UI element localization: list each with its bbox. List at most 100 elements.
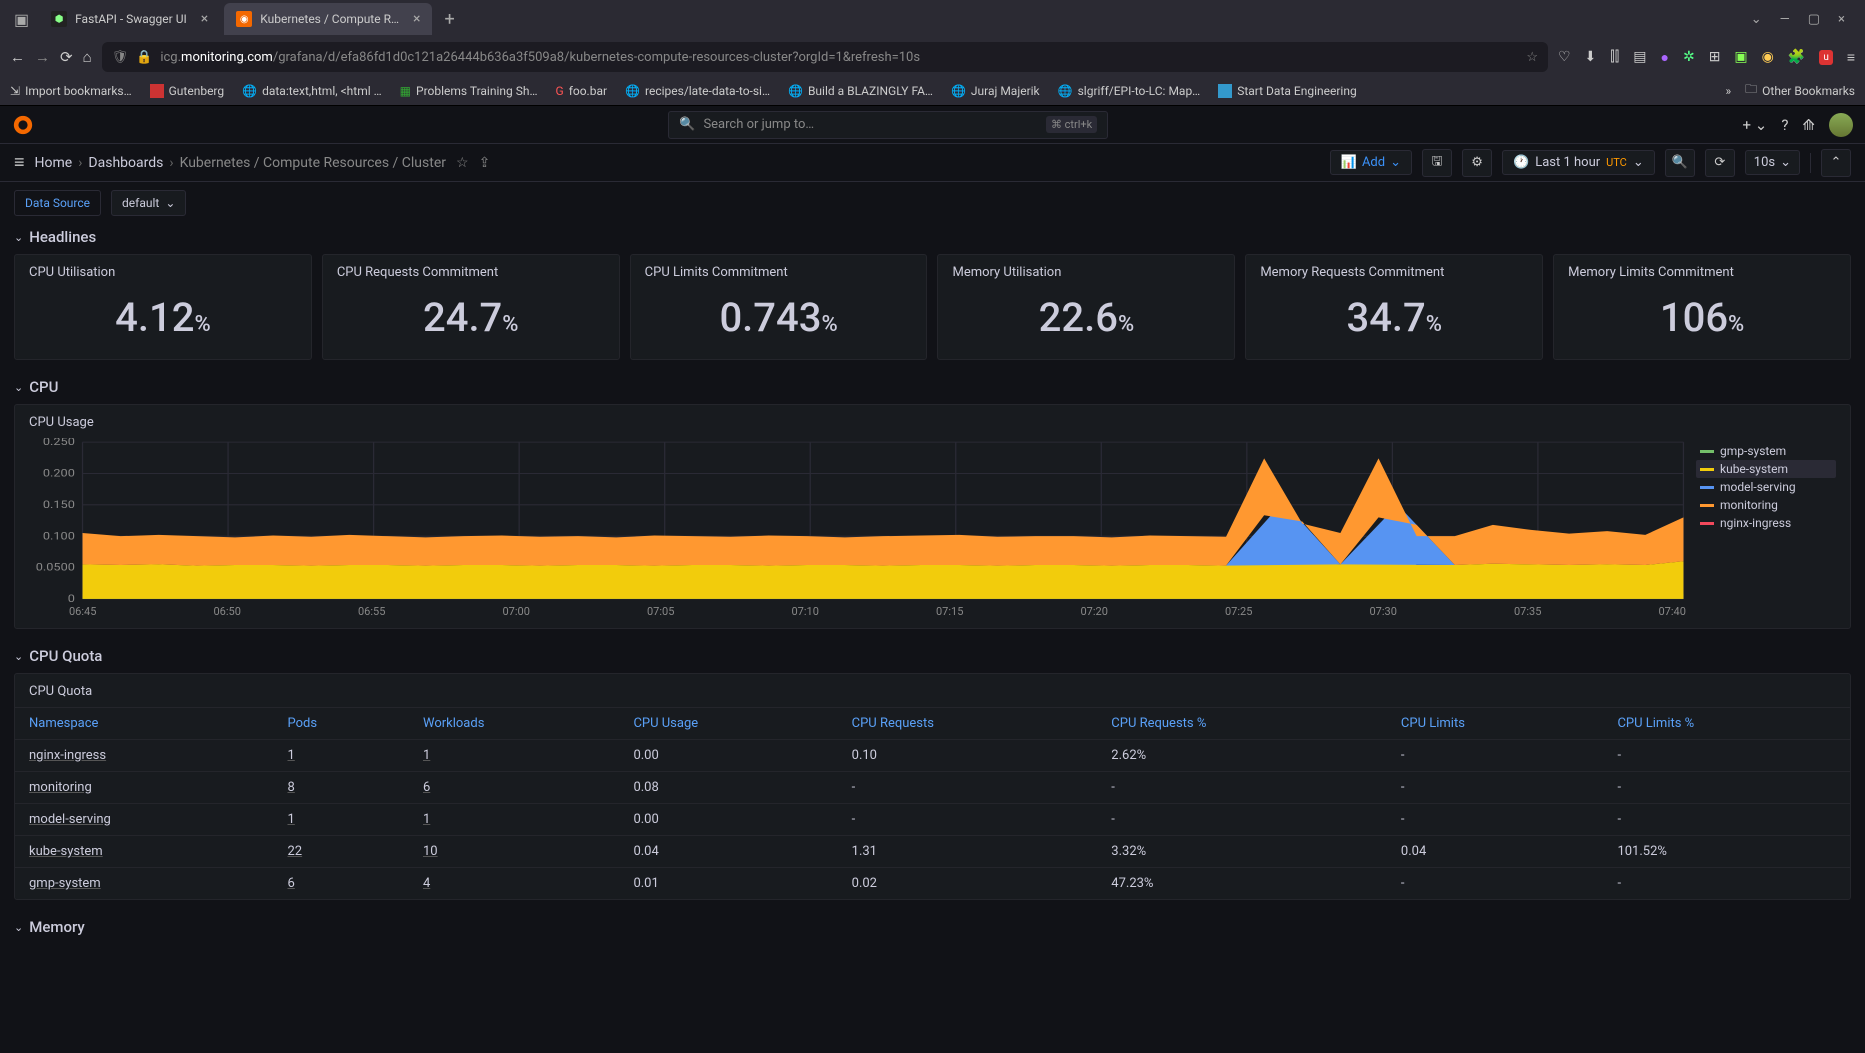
table-header[interactable]: CPU Limits % — [1603, 708, 1850, 740]
section-cpu-quota[interactable]: ⌄ CPU Quota — [0, 643, 1865, 673]
time-picker[interactable]: 🕐 Last 1 hour UTC ⌄ — [1502, 150, 1655, 175]
bookmark-blazing[interactable]: 🌐Build a BLAZINGLY FA… — [788, 84, 933, 98]
section-headlines[interactable]: ⌄ Headlines — [0, 224, 1865, 254]
home-icon[interactable]: ⌂ — [83, 48, 92, 66]
namespace-link[interactable]: nginx-ingress — [29, 748, 106, 763]
pocket-icon[interactable]: ♡ — [1558, 49, 1571, 65]
section-memory[interactable]: ⌄ Memory — [0, 914, 1865, 944]
legend-item[interactable]: monitoring — [1696, 496, 1836, 514]
table-header[interactable]: CPU Usage — [619, 708, 837, 740]
chart-plot[interactable]: 0.2500.2000.1500.1000.05000 06:4506:5006… — [29, 438, 1686, 618]
settings-button[interactable]: ⚙ — [1462, 149, 1492, 177]
downloads-icon[interactable]: ⬇ — [1585, 49, 1597, 65]
grafana-logo-icon[interactable] — [12, 114, 34, 136]
tabs-dropdown-icon[interactable]: ⌄ — [1751, 12, 1762, 27]
count-link[interactable]: 6 — [288, 876, 295, 891]
share-icon[interactable]: ⇪ — [479, 155, 491, 171]
bookmark-overflow-icon[interactable]: » — [1726, 84, 1732, 98]
table-header[interactable]: CPU Requests — [838, 708, 1098, 740]
reader-icon[interactable]: ▤ — [1633, 49, 1646, 65]
count-link[interactable]: 1 — [288, 748, 295, 763]
legend-item[interactable]: nginx-ingress — [1696, 514, 1836, 532]
ext5-icon[interactable]: ◉ — [1762, 49, 1774, 65]
shield-icon[interactable]: 🛡 — [112, 50, 129, 65]
namespace-link[interactable]: gmp-system — [29, 876, 101, 891]
minimize-icon[interactable]: — — [1780, 12, 1790, 27]
extensions-icon[interactable]: 🧩 — [1788, 49, 1805, 65]
help-icon[interactable]: ? — [1781, 116, 1788, 134]
close-window-icon[interactable]: × — [1838, 12, 1845, 27]
namespace-link[interactable]: kube-system — [29, 844, 103, 859]
tab-fastapi[interactable]: ⬢ FastAPI - Swagger UI × — [39, 3, 220, 35]
save-button[interactable]: 🖫 — [1422, 149, 1452, 177]
legend-item[interactable]: model-serving — [1696, 478, 1836, 496]
library-icon[interactable]: ⫿⫿ — [1610, 49, 1619, 65]
new-tab-button[interactable]: + — [436, 9, 462, 30]
reload-icon[interactable]: ⟳ — [60, 48, 73, 66]
sidemenu-toggle-icon[interactable]: ≡ — [14, 152, 25, 173]
close-icon[interactable]: × — [201, 11, 208, 27]
count-link[interactable]: 22 — [288, 844, 303, 859]
ext2-icon[interactable]: ✲ — [1683, 49, 1695, 65]
grafana-search[interactable]: 🔍 Search or jump to… ⌘ ctrl+k — [668, 111, 1108, 139]
other-bookmarks[interactable]: 🗀Other Bookmarks — [1745, 80, 1855, 101]
count-link[interactable]: 1 — [288, 812, 295, 827]
section-cpu[interactable]: ⌄ CPU — [0, 374, 1865, 404]
ext4-icon[interactable]: ▣ — [1734, 49, 1747, 65]
maximize-icon[interactable]: ▢ — [1808, 12, 1820, 27]
stat-panel[interactable]: Memory Requests Commitment 34.7% — [1245, 254, 1543, 360]
tab-kubernetes[interactable]: ◉ Kubernetes / Compute R… × — [224, 3, 432, 35]
ext6-icon[interactable]: u — [1819, 50, 1833, 65]
table-header[interactable]: Workloads — [409, 708, 619, 740]
count-link[interactable]: 8 — [288, 780, 295, 795]
stat-panel[interactable]: CPU Limits Commitment 0.743% — [630, 254, 928, 360]
close-icon[interactable]: × — [413, 11, 420, 27]
legend-item[interactable]: kube-system — [1696, 460, 1836, 478]
crumb-dashboards[interactable]: Dashboards — [88, 155, 163, 171]
bookmark-juraj[interactable]: 🌐Juraj Majerik — [951, 84, 1040, 98]
plus-icon[interactable]: + ⌄ — [1743, 116, 1768, 134]
refresh-interval-picker[interactable]: 10s ⌄ — [1745, 150, 1800, 175]
bookmark-star-icon[interactable]: ☆ — [1526, 50, 1538, 65]
count-link[interactable]: 6 — [423, 780, 430, 795]
bookmark-gutenberg[interactable]: Gutenberg — [150, 84, 225, 98]
namespace-link[interactable]: monitoring — [29, 780, 92, 795]
ext1-icon[interactable]: ● — [1660, 49, 1668, 66]
lock-icon[interactable]: 🔒 — [136, 50, 152, 65]
bookmark-import[interactable]: ⇲Import bookmarks… — [10, 84, 132, 98]
crumb-home[interactable]: Home — [35, 155, 73, 171]
bookmark-dataeng[interactable]: Start Data Engineering — [1218, 84, 1356, 98]
bookmark-recipes[interactable]: 🌐recipes/late-data-to-si… — [625, 84, 770, 98]
bookmark-slgriff[interactable]: 🌐slgriff/EPI-to-LC: Map… — [1058, 84, 1201, 98]
avatar[interactable] — [1829, 113, 1853, 137]
table-header[interactable]: Pods — [274, 708, 409, 740]
count-link[interactable]: 1 — [423, 812, 430, 827]
namespace-link[interactable]: model-serving — [29, 812, 111, 827]
stat-panel[interactable]: CPU Utilisation 4.12% — [14, 254, 312, 360]
bookmark-problems[interactable]: ▦Problems Training Sh… — [400, 84, 538, 98]
count-link[interactable]: 10 — [423, 844, 438, 859]
sidebar-toggle-icon[interactable]: ▣ — [8, 10, 35, 29]
stat-panel[interactable]: Memory Limits Commitment 106% — [1553, 254, 1851, 360]
count-link[interactable]: 1 — [423, 748, 430, 763]
cycle-view-button[interactable]: ⌃ — [1821, 149, 1851, 177]
url-bar[interactable]: 🛡 🔒 icg.monitoring.com/grafana/d/efa86fd… — [102, 42, 1548, 72]
table-header[interactable]: Namespace — [15, 708, 274, 740]
ext3-icon[interactable]: ⊞ — [1709, 49, 1721, 65]
star-icon[interactable]: ☆ — [456, 155, 469, 171]
menu-icon[interactable]: ≡ — [1847, 49, 1855, 66]
back-icon[interactable]: ← — [10, 48, 25, 66]
bookmark-foobar[interactable]: Gfoo.bar — [556, 84, 608, 98]
stat-panel[interactable]: Memory Utilisation 22.6% — [937, 254, 1235, 360]
add-button[interactable]: 📊 Add ⌄ — [1330, 150, 1412, 175]
table-header[interactable]: CPU Limits — [1387, 708, 1604, 740]
legend-item[interactable]: gmp-system — [1696, 442, 1836, 460]
refresh-button[interactable]: ⟳ — [1705, 149, 1735, 177]
news-icon[interactable]: ⟰ — [1802, 116, 1815, 134]
bookmark-datatext[interactable]: 🌐data:text,html, <html … — [242, 84, 382, 98]
var-value-picker[interactable]: default ⌄ — [111, 190, 186, 216]
stat-panel[interactable]: CPU Requests Commitment 24.7% — [322, 254, 620, 360]
count-link[interactable]: 4 — [423, 876, 430, 891]
zoom-out-button[interactable]: 🔍 — [1665, 149, 1695, 177]
table-header[interactable]: CPU Requests % — [1097, 708, 1387, 740]
